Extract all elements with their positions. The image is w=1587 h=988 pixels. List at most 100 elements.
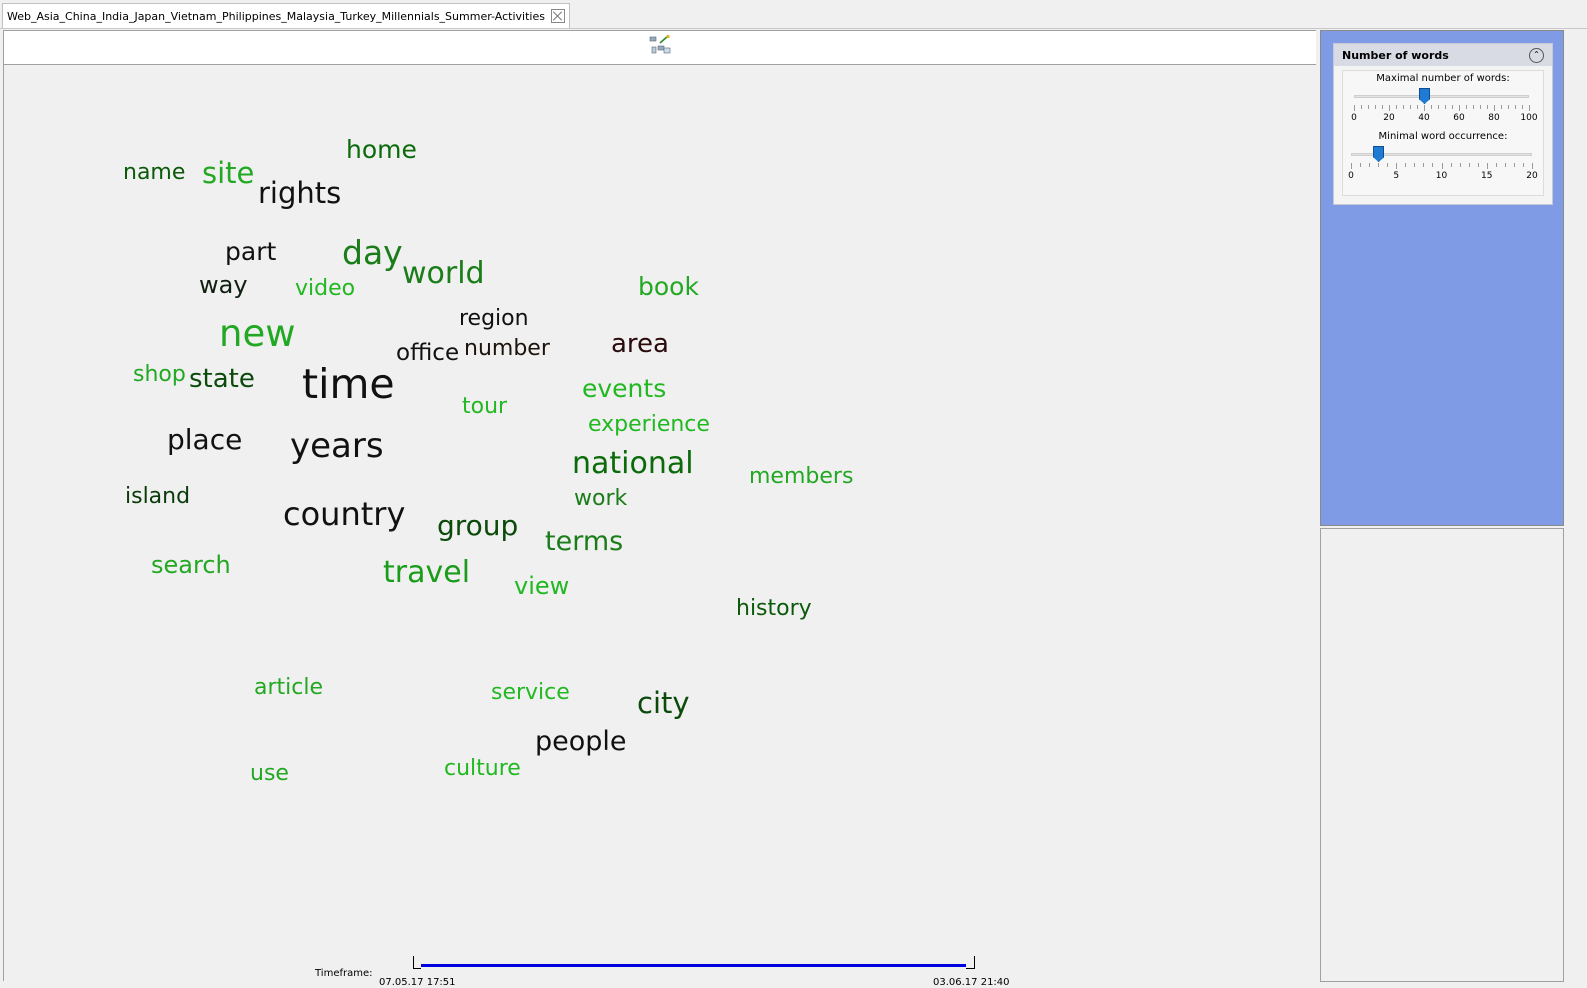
slider-tick-label: 10 bbox=[1435, 171, 1448, 181]
word-site[interactable]: site bbox=[202, 156, 255, 190]
slider-tick bbox=[1508, 105, 1509, 109]
word-day[interactable]: day bbox=[342, 233, 403, 272]
slider-tick bbox=[1387, 163, 1389, 167]
word-video[interactable]: video bbox=[295, 276, 356, 301]
word-time[interactable]: time bbox=[302, 360, 395, 408]
word-area[interactable]: area bbox=[611, 329, 669, 359]
slider-tick bbox=[1515, 105, 1516, 109]
slider-tick bbox=[1354, 105, 1355, 111]
slider-tick bbox=[1513, 163, 1515, 167]
slider-tick bbox=[1351, 163, 1352, 169]
word-region[interactable]: region bbox=[459, 306, 529, 331]
word-name[interactable]: name bbox=[123, 160, 186, 185]
tab-bar: Web_Asia_China_India_Japan_Vietnam_Phili… bbox=[0, 0, 1587, 29]
slider-tick bbox=[1405, 163, 1407, 167]
word-search[interactable]: search bbox=[151, 551, 231, 579]
widget-title: Number of words bbox=[1342, 48, 1449, 62]
word-history[interactable]: history bbox=[736, 596, 812, 621]
slider-tick bbox=[1396, 105, 1397, 109]
slider-tick bbox=[1423, 163, 1425, 167]
number-of-words-widget: Number of words ⌃ Maximal number of word… bbox=[1333, 43, 1553, 205]
word-years[interactable]: years bbox=[290, 426, 384, 466]
slider-tick bbox=[1459, 163, 1461, 167]
word-view[interactable]: view bbox=[514, 572, 570, 600]
slider-tick-label: 5 bbox=[1393, 171, 1400, 181]
word-book[interactable]: book bbox=[638, 272, 699, 301]
slider-tick-label: 20 bbox=[1383, 113, 1395, 123]
wordcloud-panel: home name site rights part day way video world bo… bbox=[3, 30, 1316, 988]
timeframe-start-handle[interactable] bbox=[413, 956, 421, 969]
slider-tick-label: 40 bbox=[1418, 113, 1430, 123]
slider-tick bbox=[1486, 163, 1488, 169]
word-shop[interactable]: shop bbox=[133, 362, 186, 387]
slider-tick bbox=[1389, 105, 1390, 111]
layout-wand-icon[interactable] bbox=[648, 34, 672, 56]
word-country[interactable]: country bbox=[283, 495, 406, 533]
slider-tick bbox=[1414, 163, 1416, 167]
slider-tick bbox=[1477, 163, 1479, 167]
slider-tick bbox=[1361, 105, 1362, 109]
slider-tick bbox=[1468, 163, 1470, 167]
slider-tick bbox=[1522, 163, 1524, 167]
word-part[interactable]: part bbox=[225, 237, 277, 266]
word-group[interactable]: group bbox=[437, 509, 519, 542]
slider-tick-label: 15 bbox=[1481, 171, 1493, 181]
slider-tick-label: 20 bbox=[1526, 171, 1538, 181]
word-way[interactable]: way bbox=[199, 271, 248, 299]
word-number[interactable]: number bbox=[464, 336, 550, 361]
word-rights[interactable]: rights bbox=[258, 176, 342, 210]
slider-thumb[interactable] bbox=[1373, 146, 1385, 162]
document-tab[interactable]: Web_Asia_China_India_Japan_Vietnam_Phili… bbox=[2, 3, 570, 28]
slider-tick bbox=[1441, 163, 1443, 169]
word-national[interactable]: national bbox=[572, 446, 694, 481]
slider-tick bbox=[1529, 105, 1530, 111]
word-travel[interactable]: travel bbox=[383, 555, 471, 590]
slider-tick bbox=[1504, 163, 1506, 167]
timeframe-range-bar[interactable] bbox=[421, 964, 966, 967]
slider-tick bbox=[1494, 105, 1495, 111]
word-world[interactable]: world bbox=[402, 256, 485, 291]
timeframe-end-handle[interactable] bbox=[966, 956, 975, 969]
slider-tick bbox=[1432, 163, 1434, 167]
slider-track[interactable] bbox=[1351, 153, 1532, 156]
details-panel bbox=[1320, 528, 1564, 982]
word-events[interactable]: events bbox=[582, 374, 667, 403]
word-article[interactable]: article bbox=[254, 675, 324, 700]
word-office[interactable]: office bbox=[396, 340, 460, 366]
slider-tick bbox=[1403, 105, 1404, 109]
close-icon[interactable] bbox=[550, 9, 565, 23]
word-people[interactable]: people bbox=[535, 726, 627, 757]
slider-tick bbox=[1438, 105, 1439, 109]
collapse-icon[interactable]: ⌃ bbox=[1529, 47, 1544, 63]
slider-thumb[interactable] bbox=[1419, 88, 1430, 104]
slider-tick bbox=[1360, 163, 1362, 167]
slider-tick bbox=[1396, 163, 1398, 169]
slider-tick-label: 100 bbox=[1520, 113, 1538, 123]
slider-tick bbox=[1410, 105, 1411, 109]
word-use[interactable]: use bbox=[250, 761, 289, 786]
slider-tick bbox=[1445, 105, 1446, 109]
slider-tick bbox=[1369, 163, 1371, 167]
slider-tick bbox=[1532, 163, 1533, 169]
slider-track[interactable] bbox=[1354, 95, 1529, 98]
word-place[interactable]: place bbox=[167, 423, 243, 456]
slider-tick-label: 0 bbox=[1351, 113, 1357, 123]
word-home[interactable]: home bbox=[346, 135, 417, 164]
word-experience[interactable]: experience bbox=[588, 412, 710, 437]
word-service[interactable]: service bbox=[491, 680, 570, 705]
word-terms[interactable]: terms bbox=[545, 526, 624, 557]
slider-tick bbox=[1459, 105, 1460, 111]
widget-header[interactable]: Number of words ⌃ bbox=[1334, 44, 1552, 66]
word-culture[interactable]: culture bbox=[444, 756, 521, 781]
word-members[interactable]: members bbox=[749, 464, 854, 489]
word-island[interactable]: island bbox=[125, 484, 191, 509]
word-new[interactable]: new bbox=[219, 312, 296, 355]
slider-tick bbox=[1424, 105, 1425, 111]
word-city[interactable]: city bbox=[637, 686, 690, 720]
slider-tick bbox=[1473, 105, 1474, 109]
settings-panel: Number of words ⌃ Maximal number of word… bbox=[1320, 30, 1564, 526]
slider-tick bbox=[1368, 105, 1369, 109]
word-tour[interactable]: tour bbox=[462, 394, 508, 419]
word-state[interactable]: state bbox=[189, 364, 255, 394]
word-work[interactable]: work bbox=[574, 486, 628, 511]
